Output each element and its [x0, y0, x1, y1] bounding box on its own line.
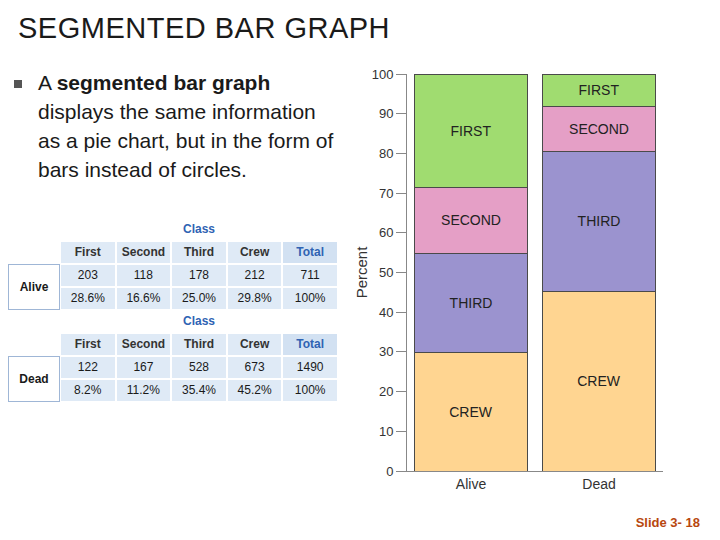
svg-text:70: 70	[379, 186, 393, 201]
html-text:First: First	[74, 245, 101, 259]
svg-text:Dead: Dead	[582, 476, 615, 492]
svg-text:THIRD: THIRD	[578, 213, 621, 229]
html-text:45.2%: 45.2%	[237, 383, 272, 397]
html-text:First: First	[74, 337, 101, 351]
html-text:Third: Third	[184, 245, 214, 259]
html-text:Crew: Crew	[239, 337, 270, 351]
html-text:Second: Second	[121, 245, 166, 259]
html-text:Total: Total	[296, 337, 325, 351]
svg-text:50: 50	[379, 265, 393, 280]
html-text:Class: Class	[183, 314, 215, 328]
svg-text:40: 40	[379, 305, 393, 320]
html-text:711: 711	[300, 268, 320, 282]
svg-text:60: 60	[379, 225, 393, 240]
svg-text:20: 20	[379, 384, 393, 399]
html-text:122: 122	[77, 360, 98, 374]
html-text:118: 118	[133, 268, 153, 282]
html-text:A segmented bar graph: A segmented bar graph	[38, 71, 271, 94]
svg-text:THIRD: THIRD	[450, 295, 493, 311]
svg-text:CREW: CREW	[577, 373, 621, 389]
html-text:Slide 3- 18: Slide 3- 18	[635, 515, 700, 530]
html-text:Second: Second	[121, 337, 166, 351]
svg-text:80: 80	[379, 146, 393, 161]
html-text:8.2%: 8.2%	[74, 383, 102, 397]
svg-text:90: 90	[379, 106, 393, 121]
html-text:Class: Class	[183, 222, 215, 236]
html-text:11.2%: 11.2%	[126, 383, 160, 397]
html-text:16.6%: 16.6%	[126, 291, 161, 305]
svg-text:SECOND: SECOND	[441, 212, 501, 228]
svg-text:FIRST: FIRST	[451, 123, 492, 139]
html-text:528: 528	[189, 360, 209, 374]
html-text:28.6%: 28.6%	[70, 291, 105, 305]
html-text:203: 203	[77, 268, 98, 282]
html-text:Alive: Alive	[19, 279, 49, 294]
html-text:Crew: Crew	[239, 245, 270, 259]
svg-text:CREW: CREW	[449, 404, 493, 420]
html-text:Third: Third	[184, 337, 214, 351]
html-text:673: 673	[244, 360, 265, 374]
html-text:178: 178	[189, 268, 209, 282]
svg-text:0: 0	[386, 464, 393, 479]
html-text:1490: 1490	[296, 360, 324, 374]
svg-text:FIRST: FIRST	[579, 82, 620, 98]
html-text:displays the same information: displays the same information as a pie c…	[38, 100, 334, 181]
svg-text:100: 100	[372, 67, 394, 82]
html-text:Dead: Dead	[19, 371, 49, 386]
svg-text:Percent: Percent	[353, 246, 370, 299]
html-text:Total: Total	[296, 245, 325, 259]
html-text:167: 167	[133, 360, 154, 374]
html-text:100%: 100%	[294, 383, 326, 397]
svg-text:Alive: Alive	[456, 476, 487, 492]
svg-text:30: 30	[379, 344, 393, 359]
html-text:29.8%: 29.8%	[237, 291, 272, 305]
html-text:25.0%: 25.0%	[182, 291, 216, 305]
html-text:100%: 100%	[294, 291, 326, 305]
html-text:SEGMENTED BAR GRAPH: SEGMENTED BAR GRAPH	[18, 12, 391, 44]
html-text:212: 212	[244, 268, 265, 282]
html-text:35.4%: 35.4%	[182, 383, 216, 397]
svg-text:10: 10	[379, 424, 393, 439]
svg-text:SECOND: SECOND	[569, 121, 629, 137]
